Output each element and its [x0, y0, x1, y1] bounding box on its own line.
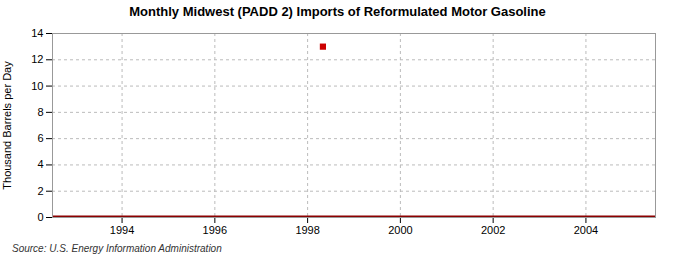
- svg-text:0: 0: [37, 211, 43, 223]
- svg-text:8: 8: [37, 106, 43, 118]
- svg-text:1998: 1998: [295, 224, 319, 236]
- svg-text:1994: 1994: [110, 224, 134, 236]
- svg-text:2004: 2004: [574, 224, 598, 236]
- svg-text:Thousand Barrels per Day: Thousand Barrels per Day: [1, 61, 13, 190]
- html-text:Monthly Midwest (PADD 2) Impor: Monthly Midwest (PADD 2) Imports of Refo…: [129, 4, 546, 19]
- svg-text:10: 10: [31, 80, 43, 92]
- svg-text:4: 4: [37, 158, 43, 170]
- svg-text:1996: 1996: [203, 224, 227, 236]
- svg-text:14: 14: [31, 27, 43, 39]
- svg-text:2002: 2002: [481, 224, 505, 236]
- svg-text:2000: 2000: [388, 224, 412, 236]
- svg-text:6: 6: [37, 132, 43, 144]
- svg-text:12: 12: [31, 53, 43, 65]
- svg-text:2: 2: [37, 185, 43, 197]
- html-text:Source: U.S. Energy Informatio: Source: U.S. Energy Information Administ…: [12, 243, 222, 254]
